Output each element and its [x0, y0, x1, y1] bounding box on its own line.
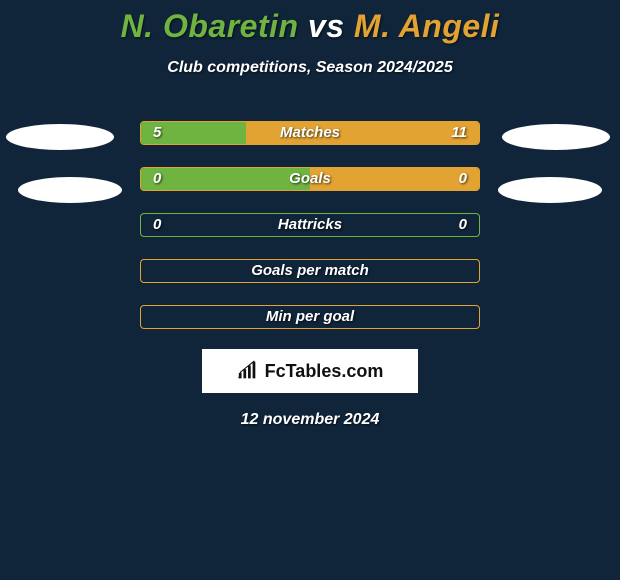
stat-label: Hattricks: [141, 214, 479, 236]
stat-value-right: 0: [459, 168, 467, 190]
date-text: 12 november 2024: [0, 411, 620, 429]
subtitle: Club competitions, Season 2024/2025: [0, 59, 620, 77]
stat-bar-right-fill: [310, 168, 479, 190]
placeholder-ellipse: [502, 124, 610, 150]
logo-box: FcTables.com: [202, 349, 418, 393]
stat-bar-track: Goals00: [140, 167, 480, 191]
logo-text: FcTables.com: [265, 361, 384, 382]
stat-row: Goals per match: [0, 259, 620, 283]
stat-rows: Matches511Goals00Hattricks00Goals per ma…: [0, 121, 620, 329]
stat-value-left: 0: [153, 168, 161, 190]
placeholder-ellipse: [18, 177, 122, 203]
barchart-icon: [237, 360, 259, 382]
stat-value-right: 0: [459, 214, 467, 236]
stat-value-left: 5: [153, 122, 161, 144]
player2-name: M. Angeli: [354, 8, 500, 44]
stat-row: Min per goal: [0, 305, 620, 329]
page-title: N. Obaretin vs M. Angeli: [0, 0, 620, 45]
player1-name: N. Obaretin: [121, 8, 299, 44]
vs-separator: vs: [299, 8, 354, 44]
stat-bar-track: Goals per match: [140, 259, 480, 283]
stat-value-left: 0: [153, 214, 161, 236]
placeholder-ellipse: [6, 124, 114, 150]
comparison-infographic: N. Obaretin vs M. Angeli Club competitio…: [0, 0, 620, 580]
stat-bar-left-fill: [141, 168, 310, 190]
stat-bar-track: Hattricks0 0: [140, 213, 480, 237]
stat-row: Hattricks0 0: [0, 213, 620, 237]
stat-bar-right-fill: [246, 122, 479, 144]
stat-value-right: 11: [451, 122, 467, 144]
stat-label: Goals per match: [141, 260, 479, 282]
stat-bar-track: Matches511: [140, 121, 480, 145]
stat-label: Min per goal: [141, 306, 479, 328]
stat-bar-track: Min per goal: [140, 305, 480, 329]
placeholder-ellipse: [498, 177, 602, 203]
